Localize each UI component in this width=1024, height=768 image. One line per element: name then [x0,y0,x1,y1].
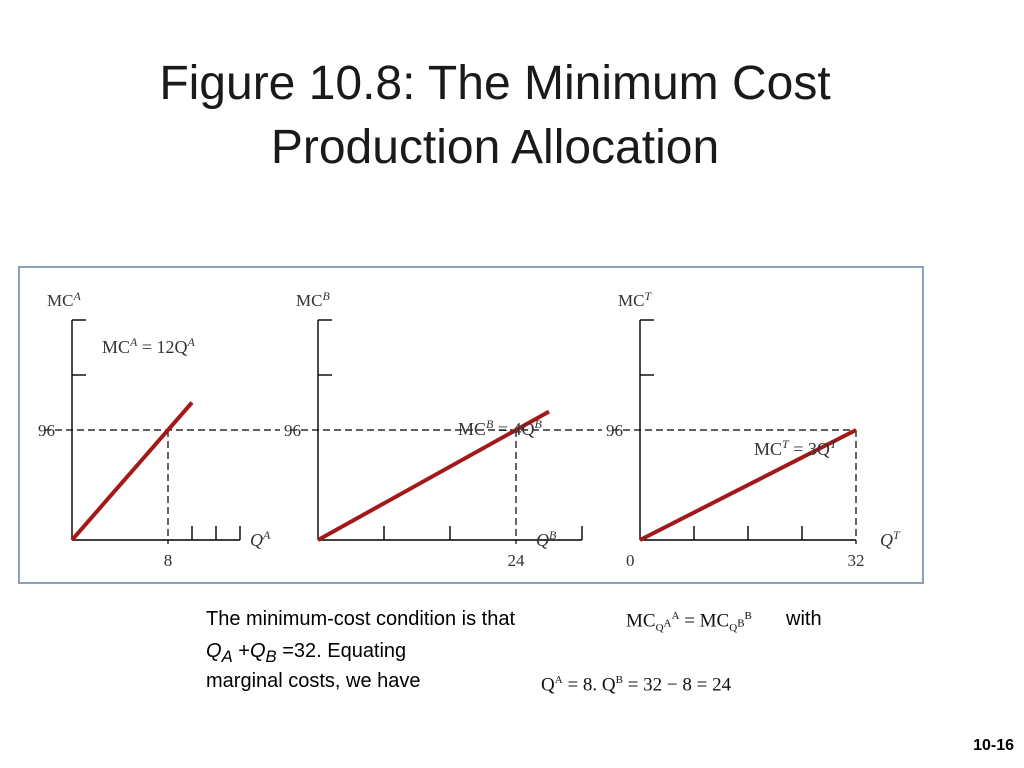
slide-title: Figure 10.8: The Minimum Cost Production… [0,52,990,180]
ref-x-label-t: 32 [848,551,865,570]
x-axis-label-a: QA [250,528,271,550]
ref-y-label-b: 96 [284,421,301,440]
mc-line-b [317,409,550,542]
solution-equation: QA = 8. QB = 32 − 8 = 24 [541,674,732,696]
origin-label-t: 0 [626,551,635,570]
x-axis-label-b: QB [536,528,557,550]
slide-title-line1: Figure 10.8: The Minimum Cost [159,57,831,110]
slide-title-line2: Production Allocation [270,121,720,174]
equation-label-t: MCT = 3QT [754,437,838,459]
equation-label-b: MCB = 4QB [458,417,543,439]
caption-line2: QA +QB =32. Equating [206,640,407,666]
figure-frame [18,266,924,584]
caption-equating: =32. Equating [282,640,407,662]
ref-y-label-t: 96 [606,421,623,440]
y-axis-label-b: MCB [296,289,330,310]
y-axis-label-t: MCT [618,289,652,310]
caption-with: with [786,608,822,630]
ref-x-label-b: 24 [508,551,526,570]
ref-y-label-a: 96 [38,421,55,440]
x-axis-label-t: QT [880,528,901,550]
caption-line3: marginal costs, we have [206,670,421,692]
equation-label-a: MCA = 12QA [102,335,196,357]
mc-line-t [639,428,857,542]
ref-x-label-a: 8 [164,551,173,570]
min-cost-condition-equation: MCQAA = MCQBB [626,610,752,635]
caption-line1: The minimum-cost condition is that [206,608,516,630]
slide-number: 10-16 [973,737,1014,754]
y-axis-label-a: MCA [47,289,81,310]
mc-line-a [70,401,194,542]
